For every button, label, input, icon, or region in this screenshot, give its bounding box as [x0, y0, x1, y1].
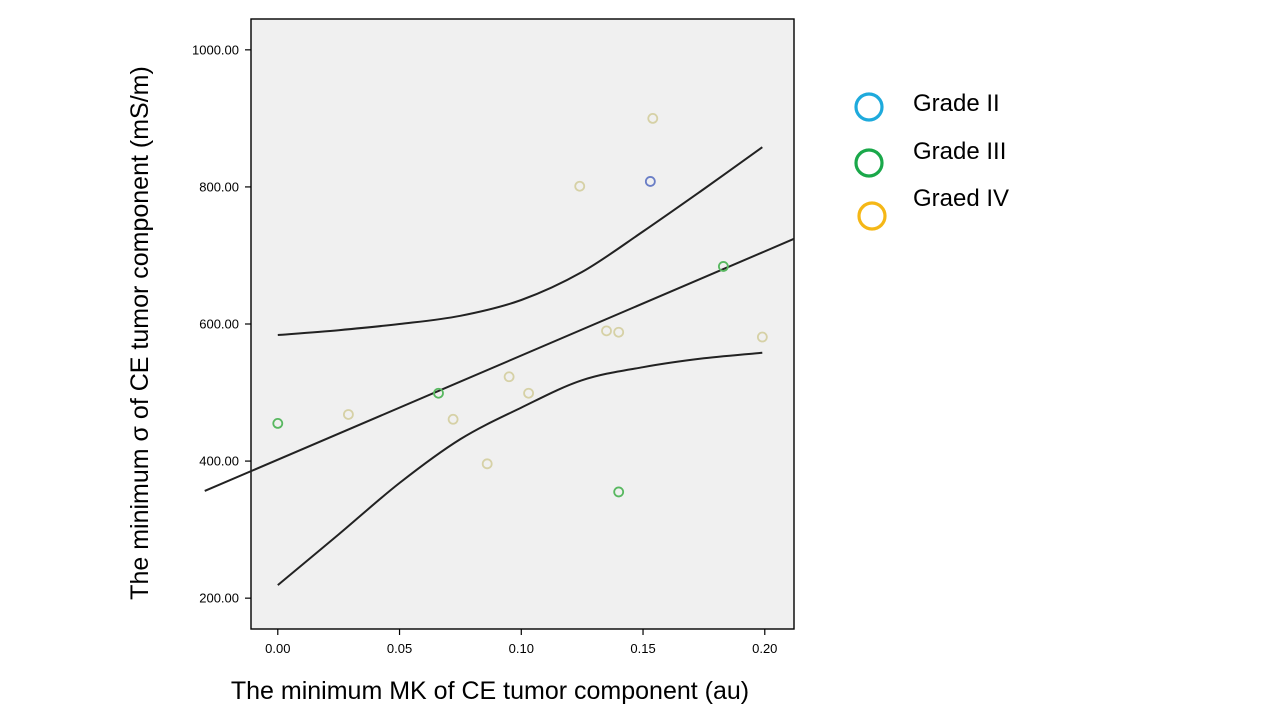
- data-point: [574, 180, 586, 192]
- legend-marker: [857, 201, 887, 231]
- x-tick-label: 0.15: [630, 641, 655, 656]
- y-tick-label: 1000.00: [192, 42, 239, 57]
- legend: Grade II Grade III Graed IV: [854, 90, 1009, 231]
- x-tick-label: 0.10: [509, 641, 534, 656]
- legend-marker: [854, 92, 884, 122]
- data-point: [342, 409, 354, 420]
- y-tick-label: 800.00: [199, 179, 239, 194]
- legend-label: Grade II: [913, 90, 1000, 117]
- confidence-band: [277, 146, 763, 586]
- confidence-lower-curve: [277, 351, 763, 586]
- plot-area: [250, 18, 795, 630]
- data-point: [433, 387, 444, 399]
- data-points: [272, 112, 768, 498]
- legend-marker: [854, 148, 884, 178]
- data-point: [647, 112, 659, 124]
- data-point: [613, 486, 625, 498]
- x-tick-label: 0.00: [265, 641, 290, 656]
- x-tick-label: 0.05: [387, 641, 412, 656]
- data-point: [272, 417, 284, 429]
- regression-line: [204, 237, 795, 492]
- y-tick-label: 400.00: [199, 454, 239, 469]
- data-point: [523, 387, 534, 399]
- y-axis-ticks: 200.00 400.00 600.00 800.00 1000.00: [192, 42, 251, 606]
- fit-line-group: [204, 237, 795, 492]
- legend-label: Graed IV: [913, 185, 1009, 212]
- data-point: [644, 176, 656, 187]
- data-point: [756, 331, 768, 343]
- data-point: [717, 261, 729, 272]
- data-point: [601, 325, 612, 337]
- x-axis-ticks: 0.00 0.05 0.10 0.15 0.20: [265, 629, 777, 656]
- data-point: [503, 371, 515, 383]
- data-point: [481, 458, 493, 470]
- confidence-upper-curve: [277, 146, 763, 336]
- data-point: [613, 326, 625, 338]
- data-point: [447, 413, 459, 425]
- y-tick-label: 200.00: [199, 591, 239, 606]
- legend-label: Grade III: [913, 138, 1006, 165]
- y-axis-title: The minimum σ of CE tumor component (mS/…: [126, 66, 154, 600]
- x-tick-label: 0.20: [752, 641, 777, 656]
- x-axis-title: The minimum MK of CE tumor component (au…: [231, 677, 749, 705]
- y-tick-label: 600.00: [199, 317, 239, 332]
